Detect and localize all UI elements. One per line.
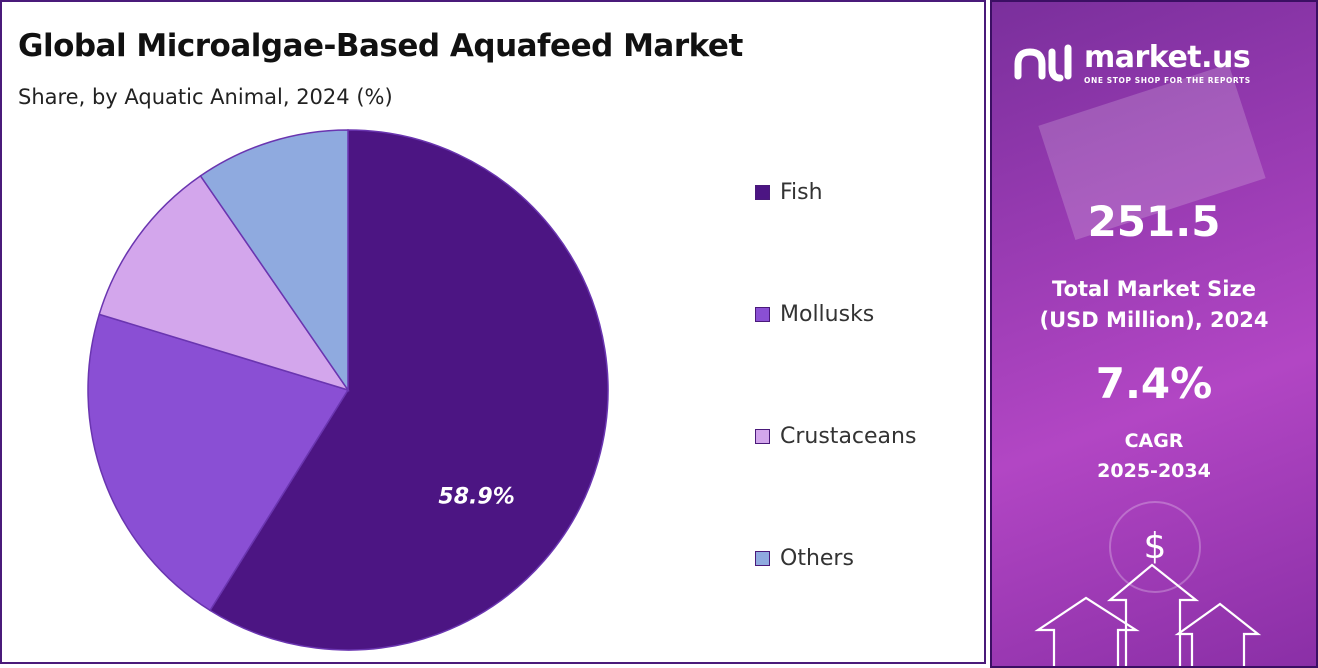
legend-item-crustaceans: Crustaceans (755, 418, 916, 454)
legend-swatch (755, 306, 770, 322)
legend-label: Others (780, 545, 854, 571)
market-us-logo: market.us ONE STOP SHOP FOR THE REPORTS (1012, 42, 1251, 86)
summary-panel: $ market.us ONE STOP SHOP FOR THE REPORT… (990, 0, 1318, 668)
market-size-label-line2: (USD Million), 2024 (1039, 308, 1269, 332)
legend-swatch (755, 550, 770, 566)
growth-arrows-icon (1034, 563, 1262, 666)
chart-subtitle: Share, by Aquatic Animal, 2024 (%) (18, 85, 393, 109)
cagr-label-line2: 2025-2034 (1097, 460, 1211, 482)
legend-item-mollusks: Mollusks (755, 296, 916, 332)
chart-legend: Fish Mollusks Crustaceans Others (755, 174, 916, 662)
legend-item-others: Others (755, 540, 916, 576)
market-us-logo-icon (1014, 44, 1072, 82)
legend-label: Crustaceans (780, 423, 917, 449)
brand-name: market.us (1084, 40, 1251, 75)
coin-circle (1109, 501, 1201, 593)
legend-swatch (755, 184, 770, 200)
dollar-icon: $ (1144, 526, 1167, 567)
legend-item-fish: Fish (755, 174, 916, 210)
market-size-value: 251.5 (1087, 197, 1221, 246)
pie-slice-others (199, 129, 349, 393)
chart-title: Global Microalgae-Based Aquafeed Market (18, 28, 743, 64)
legend-label: Mollusks (780, 301, 875, 327)
legend-swatch (755, 428, 770, 444)
pie-slice-mollusks (87, 313, 350, 612)
background-decoration: $ (1034, 64, 1266, 666)
brand-tagline: ONE STOP SHOP FOR THE REPORTS (1084, 76, 1251, 85)
pie-slice-fish (209, 129, 609, 651)
cagr-label-line1: CAGR (1124, 430, 1184, 452)
pie-slice-crustaceans (98, 174, 350, 392)
cagr-value: 7.4% (1095, 359, 1213, 408)
data-label-fish: 58.9% (438, 485, 514, 510)
pie-chart: 58.9% (87, 129, 609, 651)
legend-label: Fish (780, 179, 823, 205)
chart-panel: 58.9% Global Microalgae-Based Aquafeed M… (0, 0, 986, 664)
market-size-label-line1: Total Market Size (1052, 277, 1256, 301)
